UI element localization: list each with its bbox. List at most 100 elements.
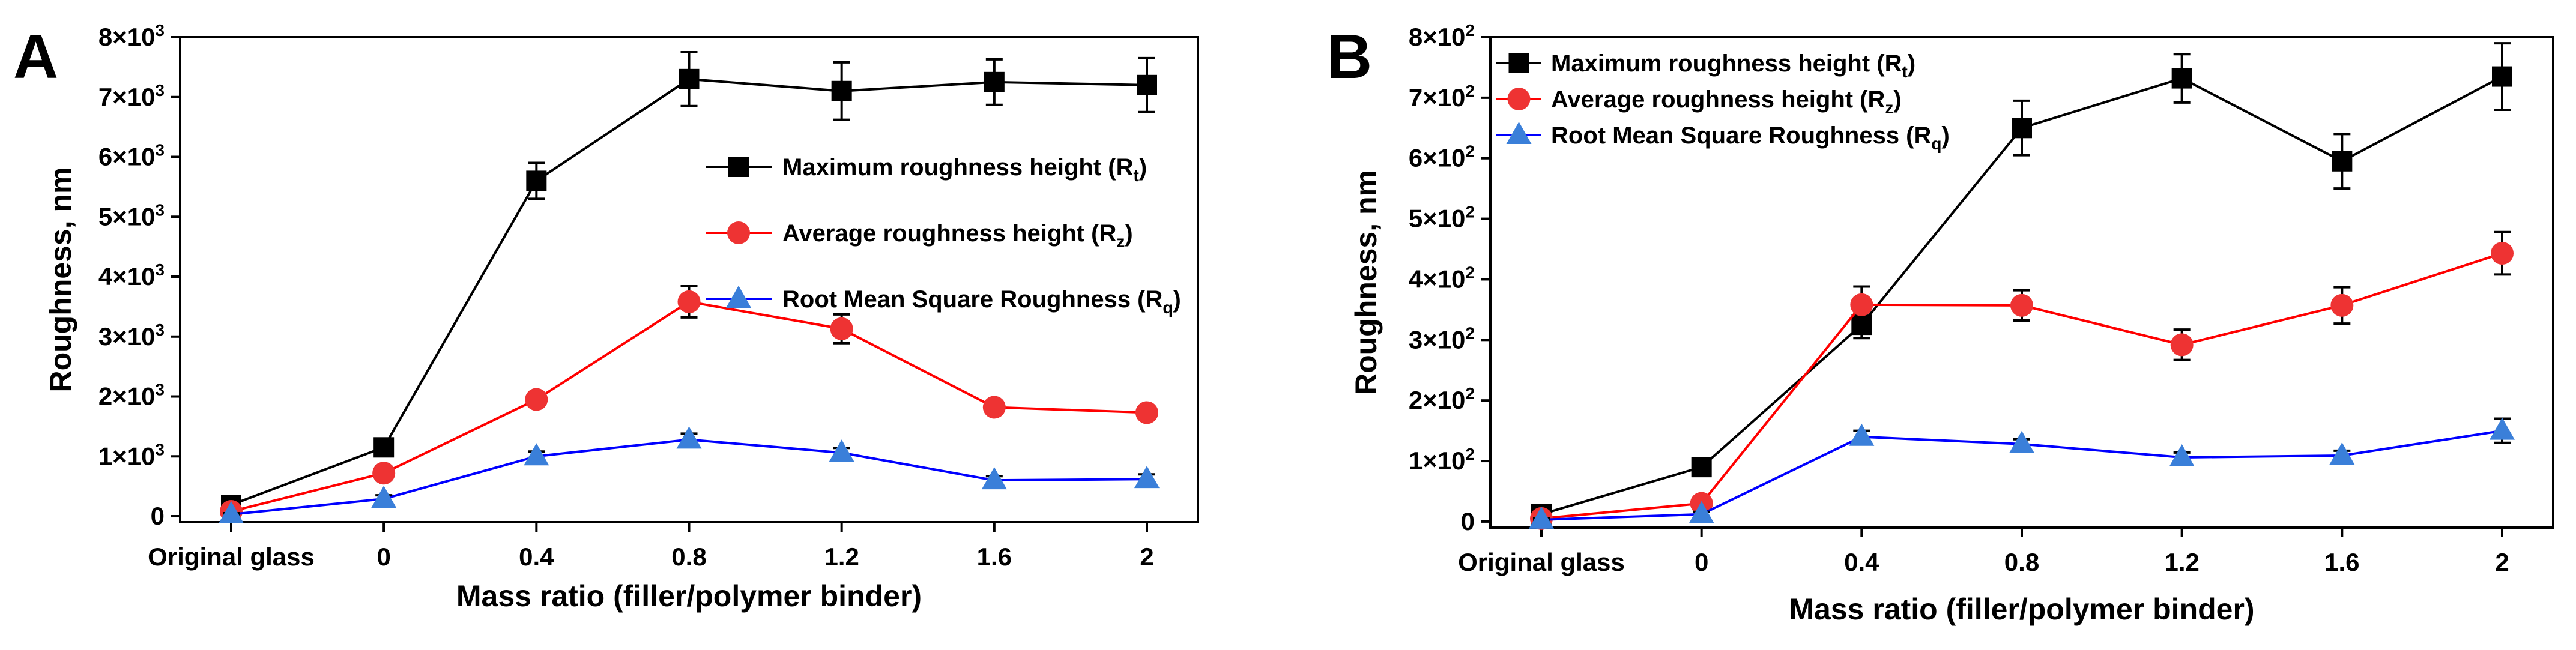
y-tick-label: 5×102 — [1409, 203, 1475, 233]
legend-label-subscript: z — [1116, 232, 1125, 251]
y-tick-label: 6×103 — [98, 141, 165, 171]
legend-label-subscript: q — [1931, 134, 1941, 153]
y-tick-label-exponent: 3 — [155, 320, 165, 339]
x-tick-label: 1.6 — [2324, 548, 2359, 576]
y-tick-label: 1×103 — [98, 440, 165, 470]
y-tick-label-exponent: 2 — [1465, 263, 1475, 281]
y-tick-label-base: 7×10 — [1409, 83, 1466, 112]
y-tick-label-exponent: 2 — [1465, 323, 1475, 342]
y-tick-label-exponent: 2 — [1465, 445, 1475, 463]
legend-label-name: Average roughness height (R — [782, 220, 1117, 247]
legend-label: Maximum roughness height (Rt) — [782, 154, 1147, 185]
data-point — [2171, 68, 2192, 89]
data-point — [1689, 501, 1714, 523]
legend-label-name: Maximum roughness height (R — [782, 154, 1134, 181]
legend: Maximum roughness height (Rt) Average rou… — [706, 154, 1181, 317]
data-point — [2009, 430, 2034, 453]
data-point — [984, 71, 1005, 92]
y-tick-label-base: 3×10 — [1409, 325, 1466, 354]
y-tick-label-exponent: 3 — [155, 21, 165, 40]
data-point — [526, 170, 547, 191]
y-tick-label-base: 6×10 — [98, 143, 156, 171]
x-tick-label: 1.2 — [824, 543, 859, 571]
series-circle — [1530, 230, 2514, 530]
data-point — [1529, 506, 1554, 529]
data-point — [2491, 242, 2514, 265]
data-point — [1850, 293, 1873, 316]
legend-label-name: Average roughness height (R — [1551, 86, 1885, 113]
data-point — [2329, 442, 2355, 465]
data-point — [1134, 466, 1160, 489]
y-tick-label-base: 5×10 — [1409, 205, 1466, 233]
x-tick-label: Original glass — [1458, 548, 1625, 576]
y-tick-label-base: 5×10 — [98, 202, 156, 230]
y-tick-label-base: 8×10 — [1409, 23, 1466, 51]
legend-label-close: ) — [1942, 122, 1950, 149]
data-point — [219, 501, 244, 524]
y-tick-label-base: 0 — [1461, 507, 1475, 535]
legend-label: Average roughness height (Rz) — [782, 220, 1133, 251]
x-axis-title: Mass ratio (filler/polymer binder) — [1789, 592, 2254, 626]
y-tick-label-exponent: 3 — [155, 440, 165, 459]
legend-label-subscript: t — [1902, 62, 1908, 81]
legend-marker — [727, 221, 750, 244]
legend-label: Average roughness height (Rz) — [1551, 86, 1902, 117]
data-point — [371, 486, 397, 508]
data-point — [2330, 293, 2354, 317]
y-tick-label: 3×103 — [98, 320, 165, 351]
legend-label-subscript: q — [1163, 298, 1173, 317]
panel-label: A — [13, 22, 58, 92]
y-tick-label: 6×102 — [1409, 142, 1475, 172]
legend-marker — [1508, 53, 1529, 73]
y-axis-title: Roughness, nm — [44, 167, 77, 392]
y-tick-label-base: 7×10 — [98, 83, 156, 111]
legend-label-close: ) — [1893, 86, 1901, 113]
legend-label-close: ) — [1139, 154, 1147, 181]
legend-label-name: Root Mean Square Roughness (R — [1551, 122, 1931, 149]
x-tick-label: Original glass — [148, 543, 315, 571]
x-tick-label: 2 — [1140, 543, 1153, 571]
series-circle — [220, 284, 1158, 523]
legend-marker — [1507, 88, 1531, 110]
data-point — [2490, 417, 2515, 440]
chart-panel-a: A01×1032×1033×1034×1035×1036×1037×1038×1… — [13, 21, 1199, 613]
legend-label-close: ) — [1173, 286, 1181, 313]
y-tick-label: 2×102 — [1409, 384, 1475, 414]
series-triangle — [1529, 417, 2515, 529]
legend-label: Root Mean Square Roughness (Rq) — [782, 286, 1181, 317]
y-tick-label-base: 2×10 — [98, 382, 156, 411]
data-point — [1135, 401, 1158, 424]
x-tick-label: 0 — [376, 543, 390, 571]
data-point — [676, 426, 702, 449]
y-tick-label: 3×102 — [1409, 323, 1475, 354]
x-tick-label: 1.2 — [2164, 548, 2199, 576]
y-tick-label-exponent: 2 — [1465, 203, 1475, 221]
panel-label: B — [1327, 22, 1372, 92]
data-point — [2170, 333, 2194, 357]
data-point — [830, 317, 853, 340]
data-point — [372, 462, 396, 485]
x-axis-title: Mass ratio (filler/polymer binder) — [456, 579, 922, 613]
data-point — [1137, 74, 1157, 95]
data-point — [1849, 423, 1875, 446]
data-point — [677, 290, 701, 313]
x-tick-label: 0 — [1695, 548, 1708, 576]
data-point — [679, 68, 700, 89]
x-tick-label: 0.4 — [1844, 548, 1879, 576]
legend-label-subscript: t — [1134, 166, 1139, 185]
data-point — [2169, 444, 2195, 466]
legend-label: Maximum roughness height (Rt) — [1551, 50, 1915, 81]
y-tick-label-base: 1×10 — [98, 442, 156, 470]
y-tick-label: 1×102 — [1409, 445, 1475, 475]
data-point — [981, 467, 1007, 490]
legend-label-subscript: z — [1885, 98, 1893, 117]
data-point — [982, 396, 1006, 419]
y-tick-label-base: 0 — [151, 502, 165, 530]
y-tick-label-exponent: 3 — [155, 141, 165, 160]
data-point — [2012, 118, 2032, 139]
data-point — [1691, 457, 1712, 478]
y-tick-label-exponent: 2 — [1465, 142, 1475, 161]
chart-panel-b: B01×1022×1023×1024×1025×1026×1027×1028×1… — [1327, 21, 2554, 626]
y-tick-label-base: 8×10 — [98, 23, 156, 51]
